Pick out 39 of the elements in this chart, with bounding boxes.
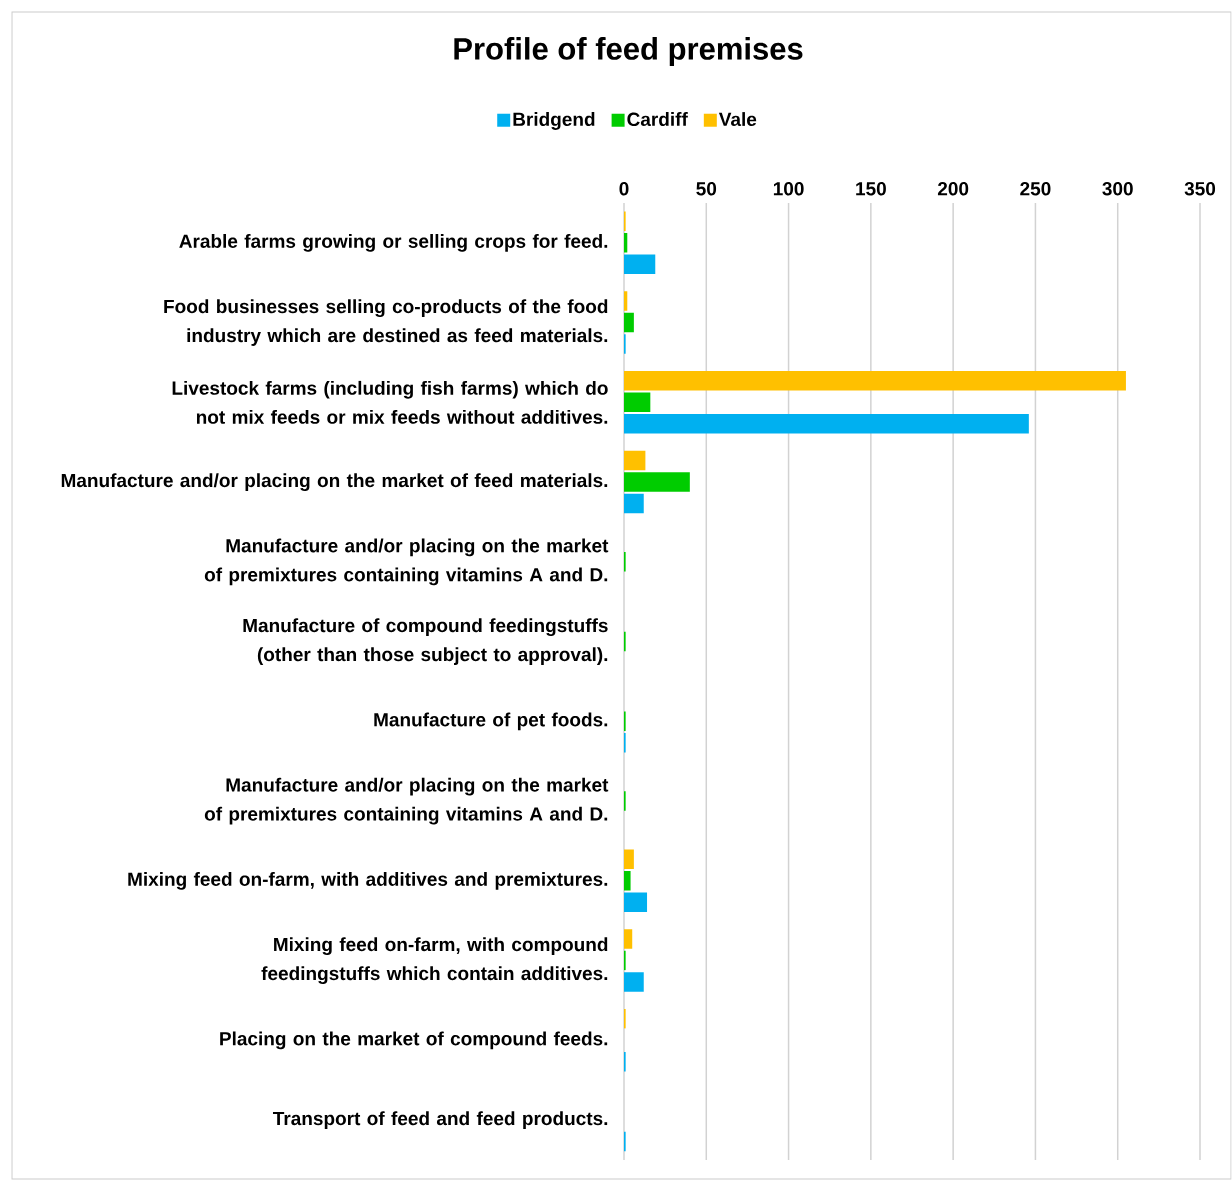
x-tick-label: 300 — [1102, 181, 1133, 196]
y-tick-label: Food businesses selling co-products of the food industry which are destined as feed materials. — [164, 299, 608, 346]
bar — [624, 929, 633, 949]
bar — [624, 392, 651, 413]
x-tick-label: 250 — [1020, 182, 1051, 196]
x-tick-label: 200 — [937, 182, 969, 196]
y-tick-label: Manufacture of pet foods. — [374, 712, 608, 731]
legend-label: Cardiff — [627, 112, 688, 127]
bar — [624, 450, 646, 471]
chart-title: Profile of feed premises — [454, 37, 803, 66]
y-tick-label: Manufacture of compound feedingstuffs (other than those subject to approval). — [243, 618, 608, 665]
bar — [624, 972, 644, 992]
bar — [624, 849, 634, 870]
bar — [624, 312, 634, 333]
y-tick-label: Manufacture and/or placing on the market of feed materials. — [61, 473, 608, 492]
y-tick-label: Manufacture and/or placing on the market of premixtures containing vitamins A and D. — [204, 777, 609, 825]
y-tick-label: Manufacture and/or placing on the market of premixtures containing vitamins A and D. — [204, 538, 609, 586]
y-tick-label: Mixing feed on-farm, with additives and premixtures. — [128, 871, 608, 890]
bar — [624, 871, 631, 891]
legend-label: Vale — [718, 112, 757, 127]
x-tick-label: 50 — [696, 182, 717, 196]
bar — [624, 371, 1126, 391]
bar — [624, 291, 628, 311]
x-tick-label: 100 — [773, 182, 804, 196]
x-tick-label: 150 — [856, 182, 886, 196]
y-tick-label: Arable farms growing or selling crops for feed. — [179, 233, 608, 252]
legend-label: Bridgend — [513, 112, 595, 130]
y-tick-label: Mixing feed on-farm, with compound feedingstuffs which contain additives. — [261, 937, 608, 985]
bar — [624, 472, 690, 492]
y-tick-label: Livestock farms (including fish farms) which do not mix feeds or mix feeds without additives. — [172, 380, 608, 424]
bar — [624, 254, 656, 275]
y-tick-label: Placing on the market of compound feeds. — [220, 1031, 608, 1050]
bar — [624, 414, 1029, 434]
x-tick-label: 0 — [619, 182, 629, 196]
bar — [624, 892, 648, 913]
bar — [624, 233, 628, 253]
bar — [624, 493, 644, 514]
y-tick-label: Transport of feed and feed products. — [272, 1111, 608, 1129]
x-tick-label: 350 — [1184, 181, 1216, 196]
